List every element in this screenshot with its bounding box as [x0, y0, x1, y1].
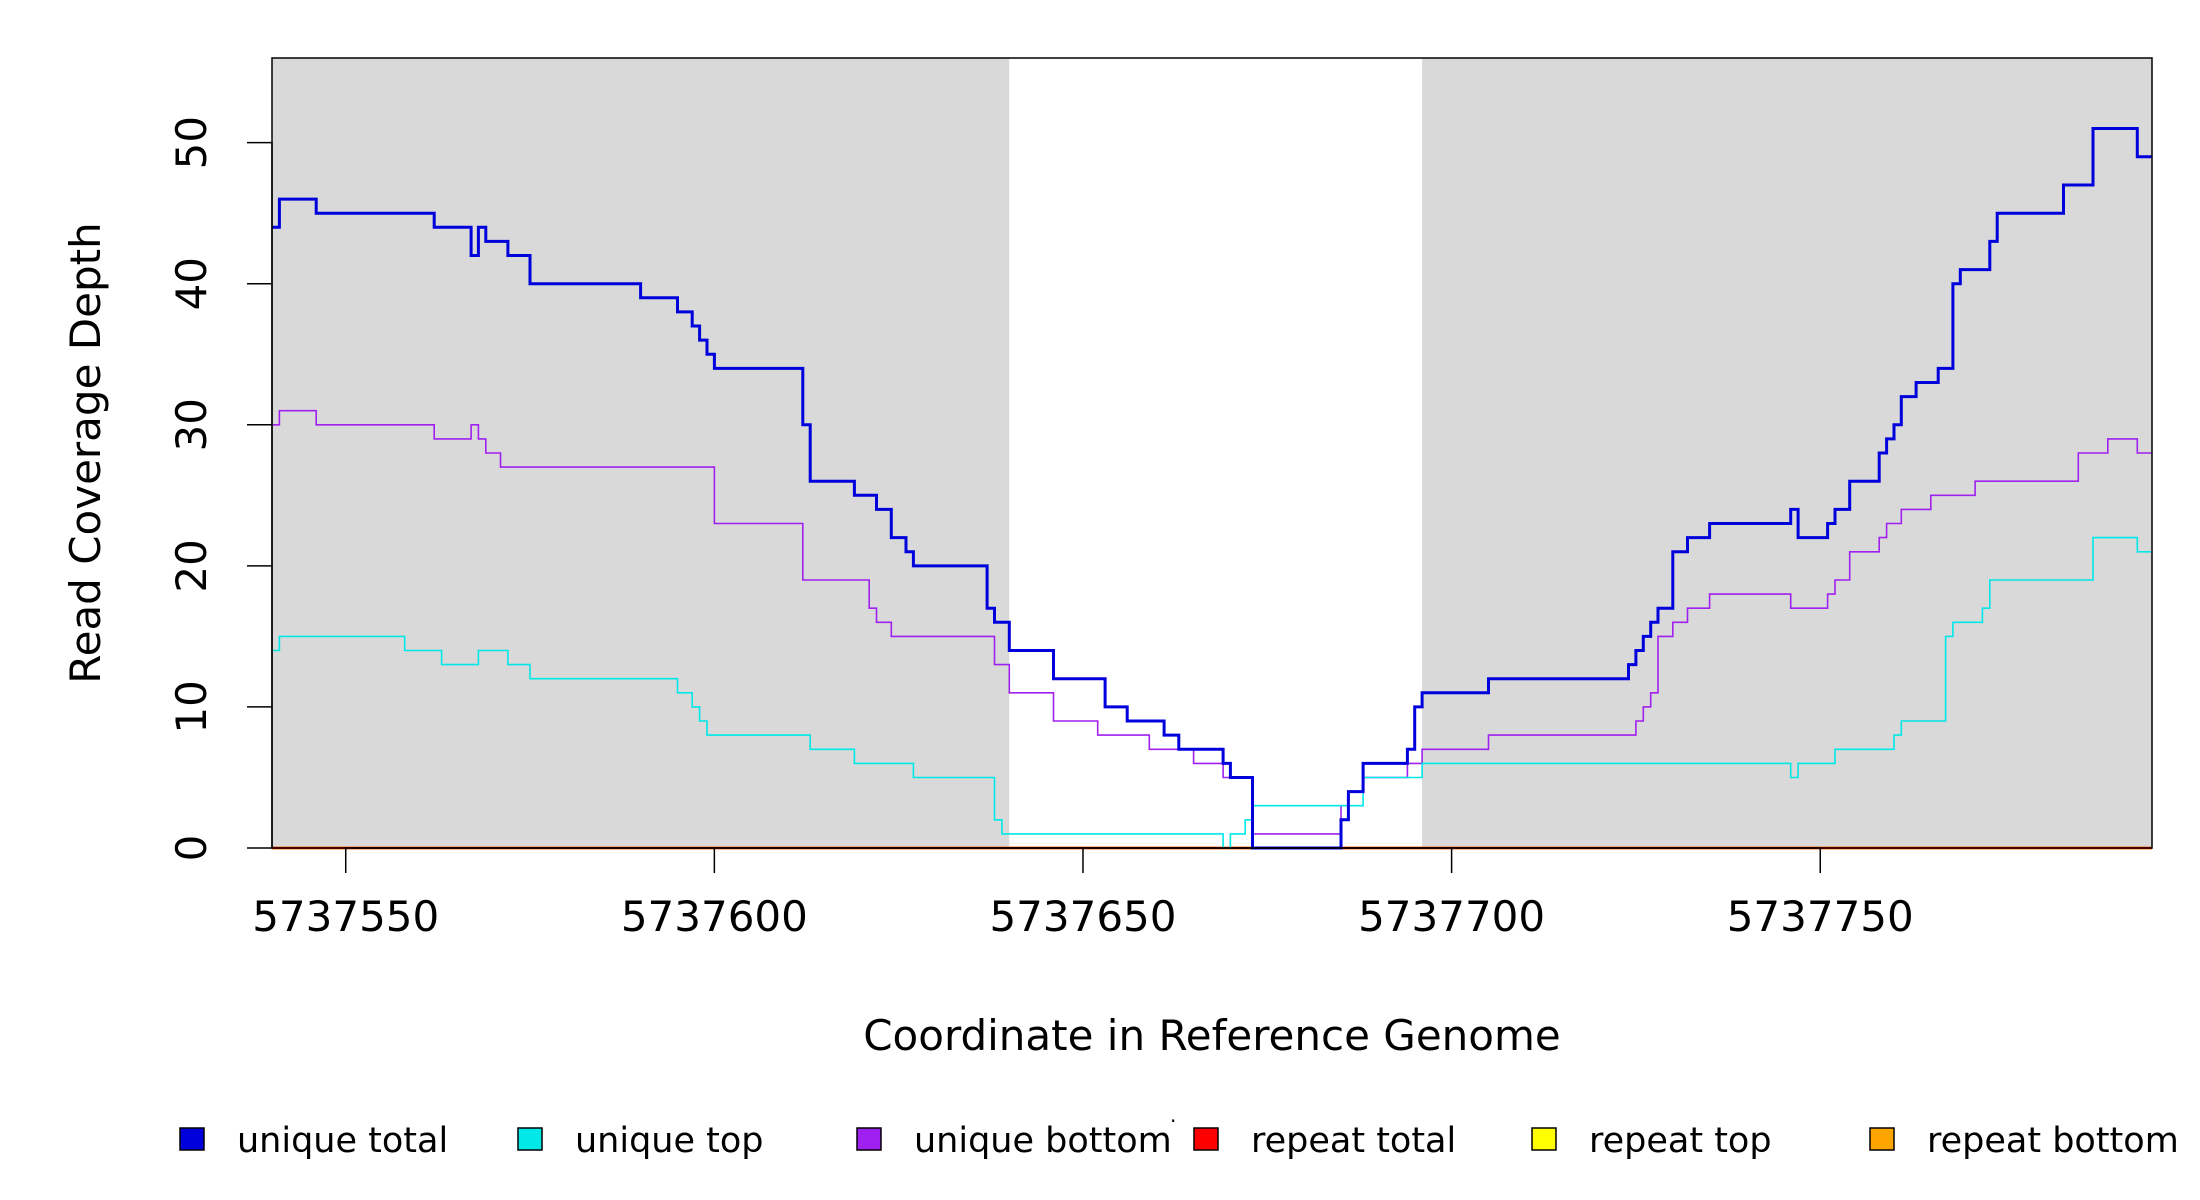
x-tick-label: 5737750 [1727, 892, 1914, 941]
axes: 5737550 5737600 5737650 5737700 5737750 0 10 20… [167, 116, 1914, 941]
series-line-unique-total [272, 127, 2152, 850]
shaded-regions [272, 58, 2152, 848]
y-tick-label: 10 [167, 680, 216, 733]
x-tick-label: 5737650 [989, 892, 1176, 941]
y-tick-label: 30 [167, 398, 216, 451]
x-axis-label: Coordinate in Reference Genome [863, 1011, 1561, 1060]
legend-label-repeat-bottom: repeat bottom [1927, 1121, 2179, 1161]
legend-separator: · [1170, 1109, 1176, 1133]
x-tick-label: 5737600 [621, 892, 808, 941]
y-tick-label: 0 [167, 835, 216, 862]
legend-label-repeat-top: repeat top [1589, 1121, 1772, 1161]
y-tick-label: 40 [167, 257, 216, 310]
y-axis-label: Read Coverage Depth [61, 222, 110, 683]
series-line-unique-top [272, 536, 2152, 849]
shaded-region-2 [1422, 58, 2152, 848]
legend: unique total unique top unique bottom repea… [179, 1109, 2179, 1161]
legend-label-unique-total: unique total [237, 1121, 448, 1161]
y-tick-label: 20 [167, 539, 216, 592]
legend-swatch-unique-top [517, 1127, 543, 1151]
legend-label-unique-top: unique top [575, 1121, 764, 1161]
legend-swatch-unique-bottom [856, 1127, 882, 1151]
legend-swatch-repeat-bottom [1869, 1127, 1895, 1151]
legend-label-unique-bottom: unique bottom [914, 1121, 1172, 1161]
legend-swatch-unique-total [179, 1127, 205, 1151]
x-tick-label: 5737550 [252, 892, 439, 941]
shaded-region-1 [272, 58, 1010, 848]
legend-swatch-repeat-total [1193, 1127, 1219, 1151]
y-tick-label: 50 [167, 116, 216, 169]
x-tick-label: 5737700 [1358, 892, 1545, 941]
legend-label-repeat-total: repeat total [1251, 1121, 1456, 1161]
legend-swatch-repeat-top [1531, 1127, 1557, 1151]
